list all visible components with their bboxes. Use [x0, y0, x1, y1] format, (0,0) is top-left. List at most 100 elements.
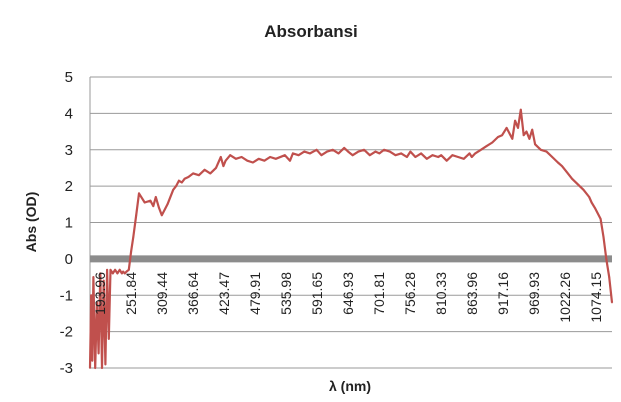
data-point: [91, 359, 94, 362]
data-point: [326, 150, 328, 153]
y-tick-label: -1: [60, 287, 73, 304]
data-point: [602, 236, 605, 238]
data-point: [192, 172, 195, 175]
data-point: [440, 154, 443, 157]
data-point: [229, 154, 232, 157]
data-point: [219, 156, 222, 158]
data-point: [209, 172, 212, 175]
data-point: [470, 156, 473, 158]
data-point: [109, 268, 112, 271]
data-point: [149, 199, 152, 202]
data-point: [343, 147, 346, 149]
data-point: [388, 150, 391, 153]
data-point: [611, 301, 613, 304]
data-point: [571, 177, 573, 180]
data-point: [127, 268, 130, 271]
data-point: [235, 157, 237, 160]
x-tick-label: 701.81: [371, 272, 387, 315]
data-point: [582, 188, 585, 191]
data-point: [383, 148, 385, 151]
data-point: [102, 279, 105, 282]
data-point: [565, 170, 568, 173]
data-point: [608, 276, 611, 278]
data-point: [178, 179, 180, 182]
data-point: [198, 174, 200, 177]
data-point: [274, 157, 277, 160]
data-point: [468, 152, 471, 155]
y-tick-label: 3: [65, 142, 73, 159]
data-point: [89, 367, 91, 369]
data-point: [125, 270, 128, 273]
data-point: [557, 161, 559, 164]
data-point: [289, 159, 291, 162]
x-tick-label: 756.28: [402, 272, 418, 315]
data-point: [215, 167, 217, 169]
x-tick-label: 366.64: [185, 272, 201, 315]
data-point: [528, 137, 531, 140]
data-point: [143, 201, 146, 204]
x-tick-label: 535.98: [278, 272, 294, 315]
data-point: [514, 119, 516, 122]
data-point: [99, 272, 102, 275]
x-tick-label: 423.47: [216, 272, 232, 315]
x-axis-title: λ (nm): [329, 378, 371, 394]
data-point: [257, 157, 260, 160]
data-point: [517, 127, 519, 129]
data-point: [414, 156, 417, 158]
data-point: [309, 152, 311, 155]
data-point: [480, 148, 482, 151]
data-point: [158, 207, 160, 209]
data-point: [525, 130, 528, 133]
data-point: [347, 150, 349, 153]
data-point: [431, 154, 434, 157]
data-point: [406, 156, 408, 158]
data-point: [122, 270, 124, 273]
data-point: [331, 148, 334, 151]
data-point: [519, 108, 522, 111]
data-point: [123, 272, 126, 275]
data-point: [292, 152, 294, 155]
data-point: [172, 188, 175, 191]
data-point: [263, 159, 266, 162]
x-tick-label: 193.96: [92, 272, 108, 315]
data-point: [94, 367, 97, 369]
x-tick-label: 251.84: [123, 272, 139, 315]
data-point: [351, 154, 354, 157]
data-point: [534, 143, 536, 146]
data-point: [368, 154, 371, 157]
data-point: [378, 152, 381, 155]
data-point: [203, 168, 206, 171]
x-tick-label: 646.93: [340, 272, 356, 315]
data-point: [551, 156, 554, 158]
data-point: [315, 148, 318, 151]
x-tick-labels: 193.96 251.84 309.44 366.64 423.47 479.91 535.…: [92, 272, 604, 323]
data-point: [400, 152, 403, 155]
data-point: [152, 205, 155, 208]
y-tick-label: 2: [65, 178, 73, 195]
data-point: [132, 236, 135, 238]
data-point: [497, 136, 499, 138]
y-tick-label: 1: [65, 215, 73, 232]
data-point: [240, 156, 243, 158]
data-point: [320, 154, 323, 157]
data-point: [118, 268, 121, 271]
data-point: [409, 150, 412, 153]
data-point: [297, 154, 300, 157]
data-point: [539, 148, 542, 151]
data-point: [445, 159, 448, 162]
data-point: [394, 154, 397, 157]
data-point: [111, 272, 114, 275]
data-point: [451, 154, 454, 157]
data-point: [545, 150, 548, 153]
data-point: [138, 192, 140, 195]
x-tick-label: 863.96: [464, 272, 480, 315]
data-point: [222, 165, 225, 168]
data-point: [97, 352, 100, 355]
data-point: [101, 367, 103, 369]
data-point: [187, 176, 190, 178]
y-tick-label: 0: [65, 251, 73, 268]
x-tick-label: 479.91: [247, 272, 263, 315]
grid-lines: [89, 76, 612, 369]
data-point: [420, 152, 422, 155]
